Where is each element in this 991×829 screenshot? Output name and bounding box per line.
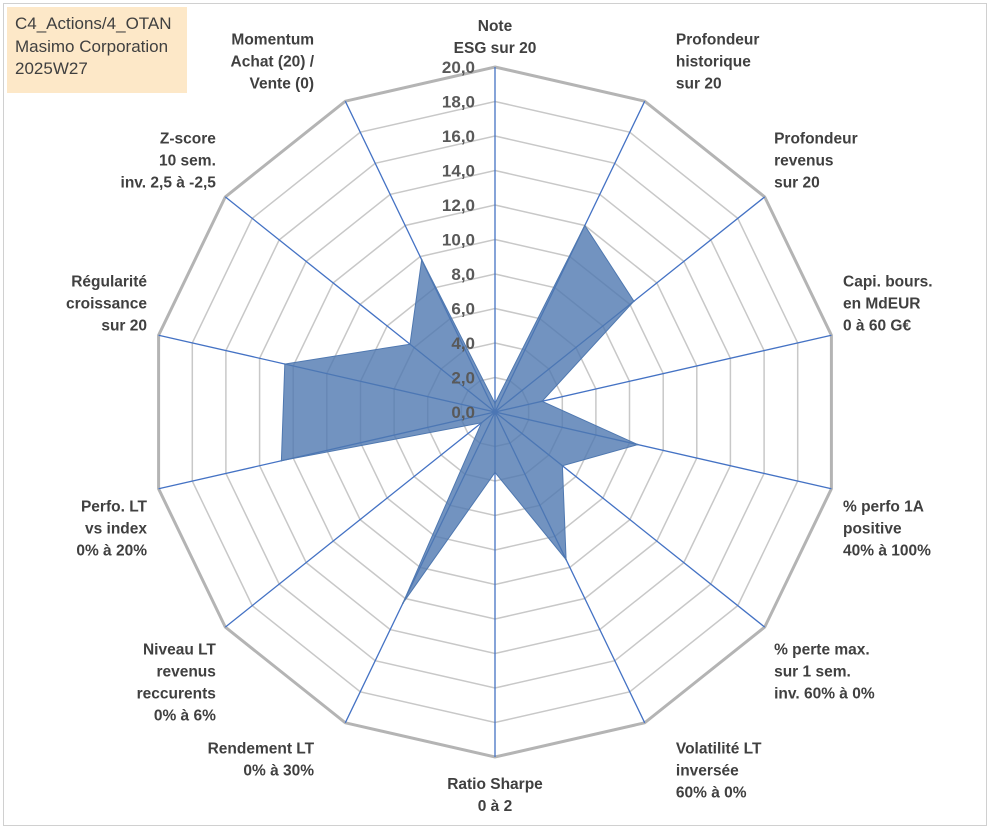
category-label-line: inv. 2,5 à -2,5 — [121, 174, 217, 191]
category-label: Profondeur revenus sur 20 — [774, 130, 858, 191]
category-label-line: sur 20 — [101, 318, 147, 335]
category-label-line: sur 20 — [676, 75, 722, 92]
data-point — [284, 363, 286, 365]
tick-label: 2,0 — [451, 369, 475, 388]
category-label-line: Z-score — [160, 130, 216, 147]
tick-label: 16,0 — [442, 127, 475, 146]
category-label-line: 0 à 2 — [478, 798, 512, 815]
data-point — [584, 224, 586, 227]
category-label-line: vs index — [85, 520, 147, 537]
category-label: Perfo. LT vs index 0% à 20% — [76, 498, 147, 559]
data-point — [409, 343, 411, 346]
category-label-line: historique — [676, 53, 751, 70]
category-label-line: Rendement LT — [208, 741, 315, 758]
category-label-line: sur 20 — [774, 174, 820, 191]
category-label-line: Profondeur — [676, 31, 760, 48]
tick-label: 4,0 — [451, 334, 475, 353]
category-label-line: 0% à 6% — [154, 708, 216, 725]
category-label: Ratio Sharpe 0 à 2 — [447, 776, 543, 815]
category-label-line: 0% à 30% — [243, 763, 314, 780]
category-label-line: 10 sem. — [159, 152, 216, 169]
category-label: Régularité croissance sur 20 — [66, 274, 147, 335]
category-label-line: Ratio Sharpe — [447, 776, 543, 793]
category-label-line: revenus — [156, 664, 215, 681]
data-point — [480, 422, 483, 424]
category-label-line: Capi. bours. — [843, 274, 933, 291]
data-point — [280, 459, 283, 462]
category-label: Z-score 10 sem. inv. 2,5 à -2,5 — [121, 130, 217, 191]
tick-label: 18,0 — [442, 93, 475, 112]
data-point — [633, 300, 635, 303]
category-label-line: sur 1 sem. — [774, 664, 851, 681]
category-label: Profondeur historique sur 20 — [676, 31, 760, 92]
category-label-line: % perfo 1A — [843, 498, 924, 515]
category-label: Rendement LT 0% à 30% — [208, 741, 315, 780]
category-label: Momentum Achat (20) / Vente (0) — [231, 31, 315, 92]
category-label-line: ESG sur 20 — [454, 40, 537, 57]
category-label-line: Régularité — [71, 274, 147, 291]
data-point — [541, 400, 543, 403]
info-line-1: C4_Actions/4_OTAN — [15, 14, 172, 33]
category-label: Niveau LT revenus reccurents 0% à 6% — [137, 642, 217, 725]
tick-label: 8,0 — [451, 265, 475, 284]
category-label-line: Vente (0) — [249, 75, 314, 92]
data-point — [565, 558, 567, 561]
category-label-line: Perfo. LT — [81, 498, 148, 515]
tick-label: 12,0 — [442, 196, 475, 215]
category-label-line: Achat (20) / — [231, 53, 315, 70]
axis-spoke — [494, 334, 832, 413]
category-label: Volatilité LT inversée 60% à 0% — [676, 741, 762, 802]
tick-label: 14,0 — [442, 162, 475, 181]
axis-spoke — [224, 411, 496, 628]
category-label-line: 60% à 0% — [676, 785, 747, 802]
data-point — [494, 471, 496, 474]
category-label-line: inversée — [676, 763, 739, 780]
data-point — [420, 258, 423, 261]
category-label-line: 0% à 20% — [76, 542, 147, 559]
category-label-line: reccurents — [137, 686, 216, 703]
category-label-line: Profondeur — [774, 130, 858, 147]
tick-label: 10,0 — [442, 231, 475, 250]
category-label-line: Momentum — [231, 31, 314, 48]
tick-label: 6,0 — [451, 300, 475, 319]
data-point — [402, 602, 404, 604]
category-label-line: % perte max. — [774, 642, 870, 659]
tick-label: 0,0 — [451, 403, 475, 422]
category-label: % perfo 1A positive 40% à 100% — [843, 498, 931, 559]
data-point — [494, 402, 496, 405]
tick-label: 20,0 — [442, 58, 475, 77]
category-label-line: croissance — [66, 296, 147, 313]
info-line-2: Masimo Corporation — [15, 36, 169, 56]
category-label: % perte max. sur 1 sem. inv. 60% à 0% — [774, 642, 875, 703]
category-label-line: revenus — [774, 152, 833, 169]
category-label: Note ESG sur 20 — [454, 18, 537, 57]
category-label-line: Niveau LT — [143, 642, 216, 659]
category-label-line: inv. 60% à 0% — [774, 686, 875, 703]
category-label-line: positive — [843, 520, 902, 537]
category-label-line: 0 à 60 G€ — [843, 318, 911, 335]
category-label-line: Note — [478, 18, 513, 35]
info-box: C4_Actions/4_OTAN Masimo Corporation 202… — [7, 7, 187, 93]
info-line-3: 2025W27 — [15, 59, 88, 78]
category-label-line: Volatilité LT — [676, 741, 762, 758]
category-label-line: en MdEUR — [843, 296, 921, 313]
category-label-line: 40% à 100% — [843, 542, 931, 559]
category-label: Capi. bours. en MdEUR 0 à 60 G€ — [843, 274, 933, 335]
data-point — [561, 465, 564, 467]
data-point — [637, 443, 639, 446]
